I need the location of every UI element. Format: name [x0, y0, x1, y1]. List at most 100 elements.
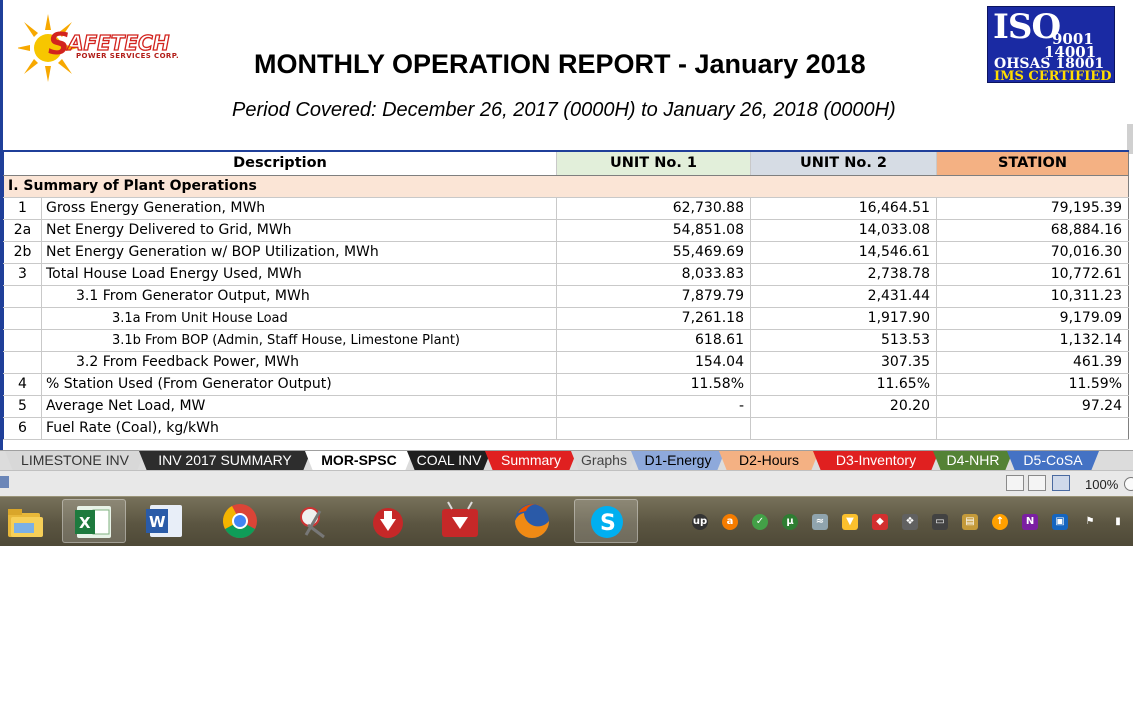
row-number[interactable]: 1	[3, 196, 42, 220]
row-description[interactable]: Fuel Rate (Coal), kg/kWh	[41, 416, 557, 440]
section-title[interactable]: I. Summary of Plant Operations	[3, 174, 1129, 198]
vertical-scrollbar[interactable]	[1127, 124, 1133, 154]
downloader-icon[interactable]	[356, 499, 420, 543]
zoom-level[interactable]: 100%	[1085, 477, 1119, 492]
unit-1-value[interactable]: 7,261.18	[556, 306, 751, 330]
sheet-tab[interactable]: D1-Energy	[631, 451, 725, 471]
row-description[interactable]: Gross Energy Generation, MWh	[41, 196, 557, 220]
page-layout-view-icon[interactable]	[1028, 475, 1046, 491]
header-description[interactable]: Description	[3, 150, 557, 176]
station-value[interactable]	[936, 416, 1129, 440]
unit-2-value[interactable]: 14,033.08	[750, 218, 937, 242]
unit-1-value[interactable]: 618.61	[556, 328, 751, 352]
row-number[interactable]: 2a	[3, 218, 42, 242]
update-icon[interactable]: ↑	[992, 514, 1008, 530]
row-description[interactable]: Net Energy Delivered to Grid, MWh	[41, 218, 557, 242]
sheet-nav-icon[interactable]	[0, 476, 9, 488]
station-value[interactable]: 79,195.39	[936, 196, 1129, 220]
chrome-icon[interactable]	[208, 499, 272, 543]
row-number[interactable]: 3	[3, 262, 42, 286]
normal-view-icon[interactable]	[1006, 475, 1024, 491]
onenote-icon[interactable]: N	[1022, 514, 1038, 530]
unit-2-value[interactable]: 307.35	[750, 350, 937, 374]
power-icon[interactable]: ▮	[1115, 516, 1121, 527]
sheet-tab[interactable]: D3-Inventory	[813, 451, 939, 471]
firefox-icon[interactable]	[500, 499, 564, 543]
file-explorer-icon[interactable]	[0, 499, 64, 543]
sheet-tab[interactable]: COAL INV	[407, 451, 491, 471]
word-icon[interactable]: W	[134, 499, 198, 543]
sheet-tab[interactable]: LIMESTONE INV	[5, 451, 145, 471]
station-value[interactable]: 10,772.61	[936, 262, 1129, 286]
station-value[interactable]: 1,132.14	[936, 328, 1129, 352]
network-icon[interactable]: ≈	[812, 514, 828, 530]
unit-2-value[interactable]: 1,917.90	[750, 306, 937, 330]
upwork-icon[interactable]: up	[692, 514, 708, 530]
row-number[interactable]	[3, 284, 42, 308]
row-description[interactable]: 3.2 From Feedback Power, MWh	[41, 350, 557, 374]
unit-2-value[interactable]: 16,464.51	[750, 196, 937, 220]
video-downloader-icon[interactable]	[428, 499, 492, 543]
row-description[interactable]: Average Net Load, MW	[41, 394, 557, 418]
row-description[interactable]: 3.1a From Unit House Load	[41, 306, 557, 330]
unit-2-value[interactable]: 2,738.78	[750, 262, 937, 286]
utorrent-icon[interactable]: µ	[782, 514, 798, 530]
row-number[interactable]: 2b	[3, 240, 42, 264]
avast-icon[interactable]: a	[722, 514, 738, 530]
row-description[interactable]: % Station Used (From Generator Output)	[41, 372, 557, 396]
station-value[interactable]: 68,884.16	[936, 218, 1129, 242]
unit-1-value[interactable]: 8,033.83	[556, 262, 751, 286]
skype-icon[interactable]: S	[574, 499, 638, 543]
unit-1-value[interactable]	[556, 416, 751, 440]
sheet-tab[interactable]: D5-CoSA	[1007, 451, 1099, 471]
row-description[interactable]: Net Energy Generation w/ BOP Utilization…	[41, 240, 557, 264]
unit-2-value[interactable]	[750, 416, 937, 440]
shield-check-icon[interactable]: ✓	[752, 514, 768, 530]
sheet-tab[interactable]: Graphs	[571, 451, 637, 471]
station-value[interactable]: 10,311.23	[936, 284, 1129, 308]
unit-1-value[interactable]: 62,730.88	[556, 196, 751, 220]
flag-icon[interactable]: ⚑	[1085, 516, 1095, 527]
station-value[interactable]: 9,179.09	[936, 306, 1129, 330]
header-unit-1[interactable]: UNIT No. 1	[556, 150, 751, 176]
page-break-view-icon[interactable]	[1052, 475, 1070, 491]
row-description[interactable]: 3.1 From Generator Output, MWh	[41, 284, 557, 308]
unit-2-value[interactable]: 20.20	[750, 394, 937, 418]
unit-2-value[interactable]: 14,546.61	[750, 240, 937, 264]
unit-1-value[interactable]: -	[556, 394, 751, 418]
zoom-out-icon[interactable]	[1124, 477, 1133, 491]
excel-icon[interactable]: X	[62, 499, 126, 543]
sheet-tab[interactable]: D2-Hours	[719, 451, 819, 471]
unit-1-value[interactable]: 7,879.79	[556, 284, 751, 308]
unit-1-value[interactable]: 11.58%	[556, 372, 751, 396]
station-value[interactable]: 70,016.30	[936, 240, 1129, 264]
unit-1-value[interactable]: 54,851.08	[556, 218, 751, 242]
sheet-tab[interactable]: Summary	[485, 451, 577, 471]
unit-2-value[interactable]: 11.65%	[750, 372, 937, 396]
header-station[interactable]: STATION	[936, 150, 1129, 176]
row-description[interactable]: Total House Load Energy Used, MWh	[41, 262, 557, 286]
row-description[interactable]: 3.1b From BOP (Admin, Staff House, Limes…	[41, 328, 557, 352]
unit-2-value[interactable]: 513.53	[750, 328, 937, 352]
row-number[interactable]	[3, 328, 42, 352]
security-icon[interactable]: ◆	[872, 514, 888, 530]
station-value[interactable]: 97.24	[936, 394, 1129, 418]
snipping-tool-icon[interactable]	[284, 499, 348, 543]
unit-2-value[interactable]: 2,431.44	[750, 284, 937, 308]
sheet-tab[interactable]: MOR-SPSC	[305, 451, 413, 471]
unit-1-value[interactable]: 154.04	[556, 350, 751, 374]
vpn-icon[interactable]: ▼	[842, 514, 858, 530]
sheet-tab[interactable]: D4-NHR	[933, 451, 1013, 471]
sheet-tab[interactable]: INV 2017 SUMMARY	[139, 451, 311, 471]
header-unit-2[interactable]: UNIT No. 2	[750, 150, 937, 176]
unit-1-value[interactable]: 55,469.69	[556, 240, 751, 264]
station-value[interactable]: 461.39	[936, 350, 1129, 374]
dropbox-icon[interactable]: ❖	[902, 514, 918, 530]
row-number[interactable]	[3, 350, 42, 374]
station-value[interactable]: 11.59%	[936, 372, 1129, 396]
display-icon[interactable]: ▣	[1052, 514, 1068, 530]
storage-icon[interactable]: ▤	[962, 514, 978, 530]
spreadsheet-area[interactable]: S AFETECH POWER SERVICES CORP. MONTHLY O…	[0, 0, 1133, 450]
monitor-icon[interactable]: ▭	[932, 514, 948, 530]
row-number[interactable]: 5	[3, 394, 42, 418]
